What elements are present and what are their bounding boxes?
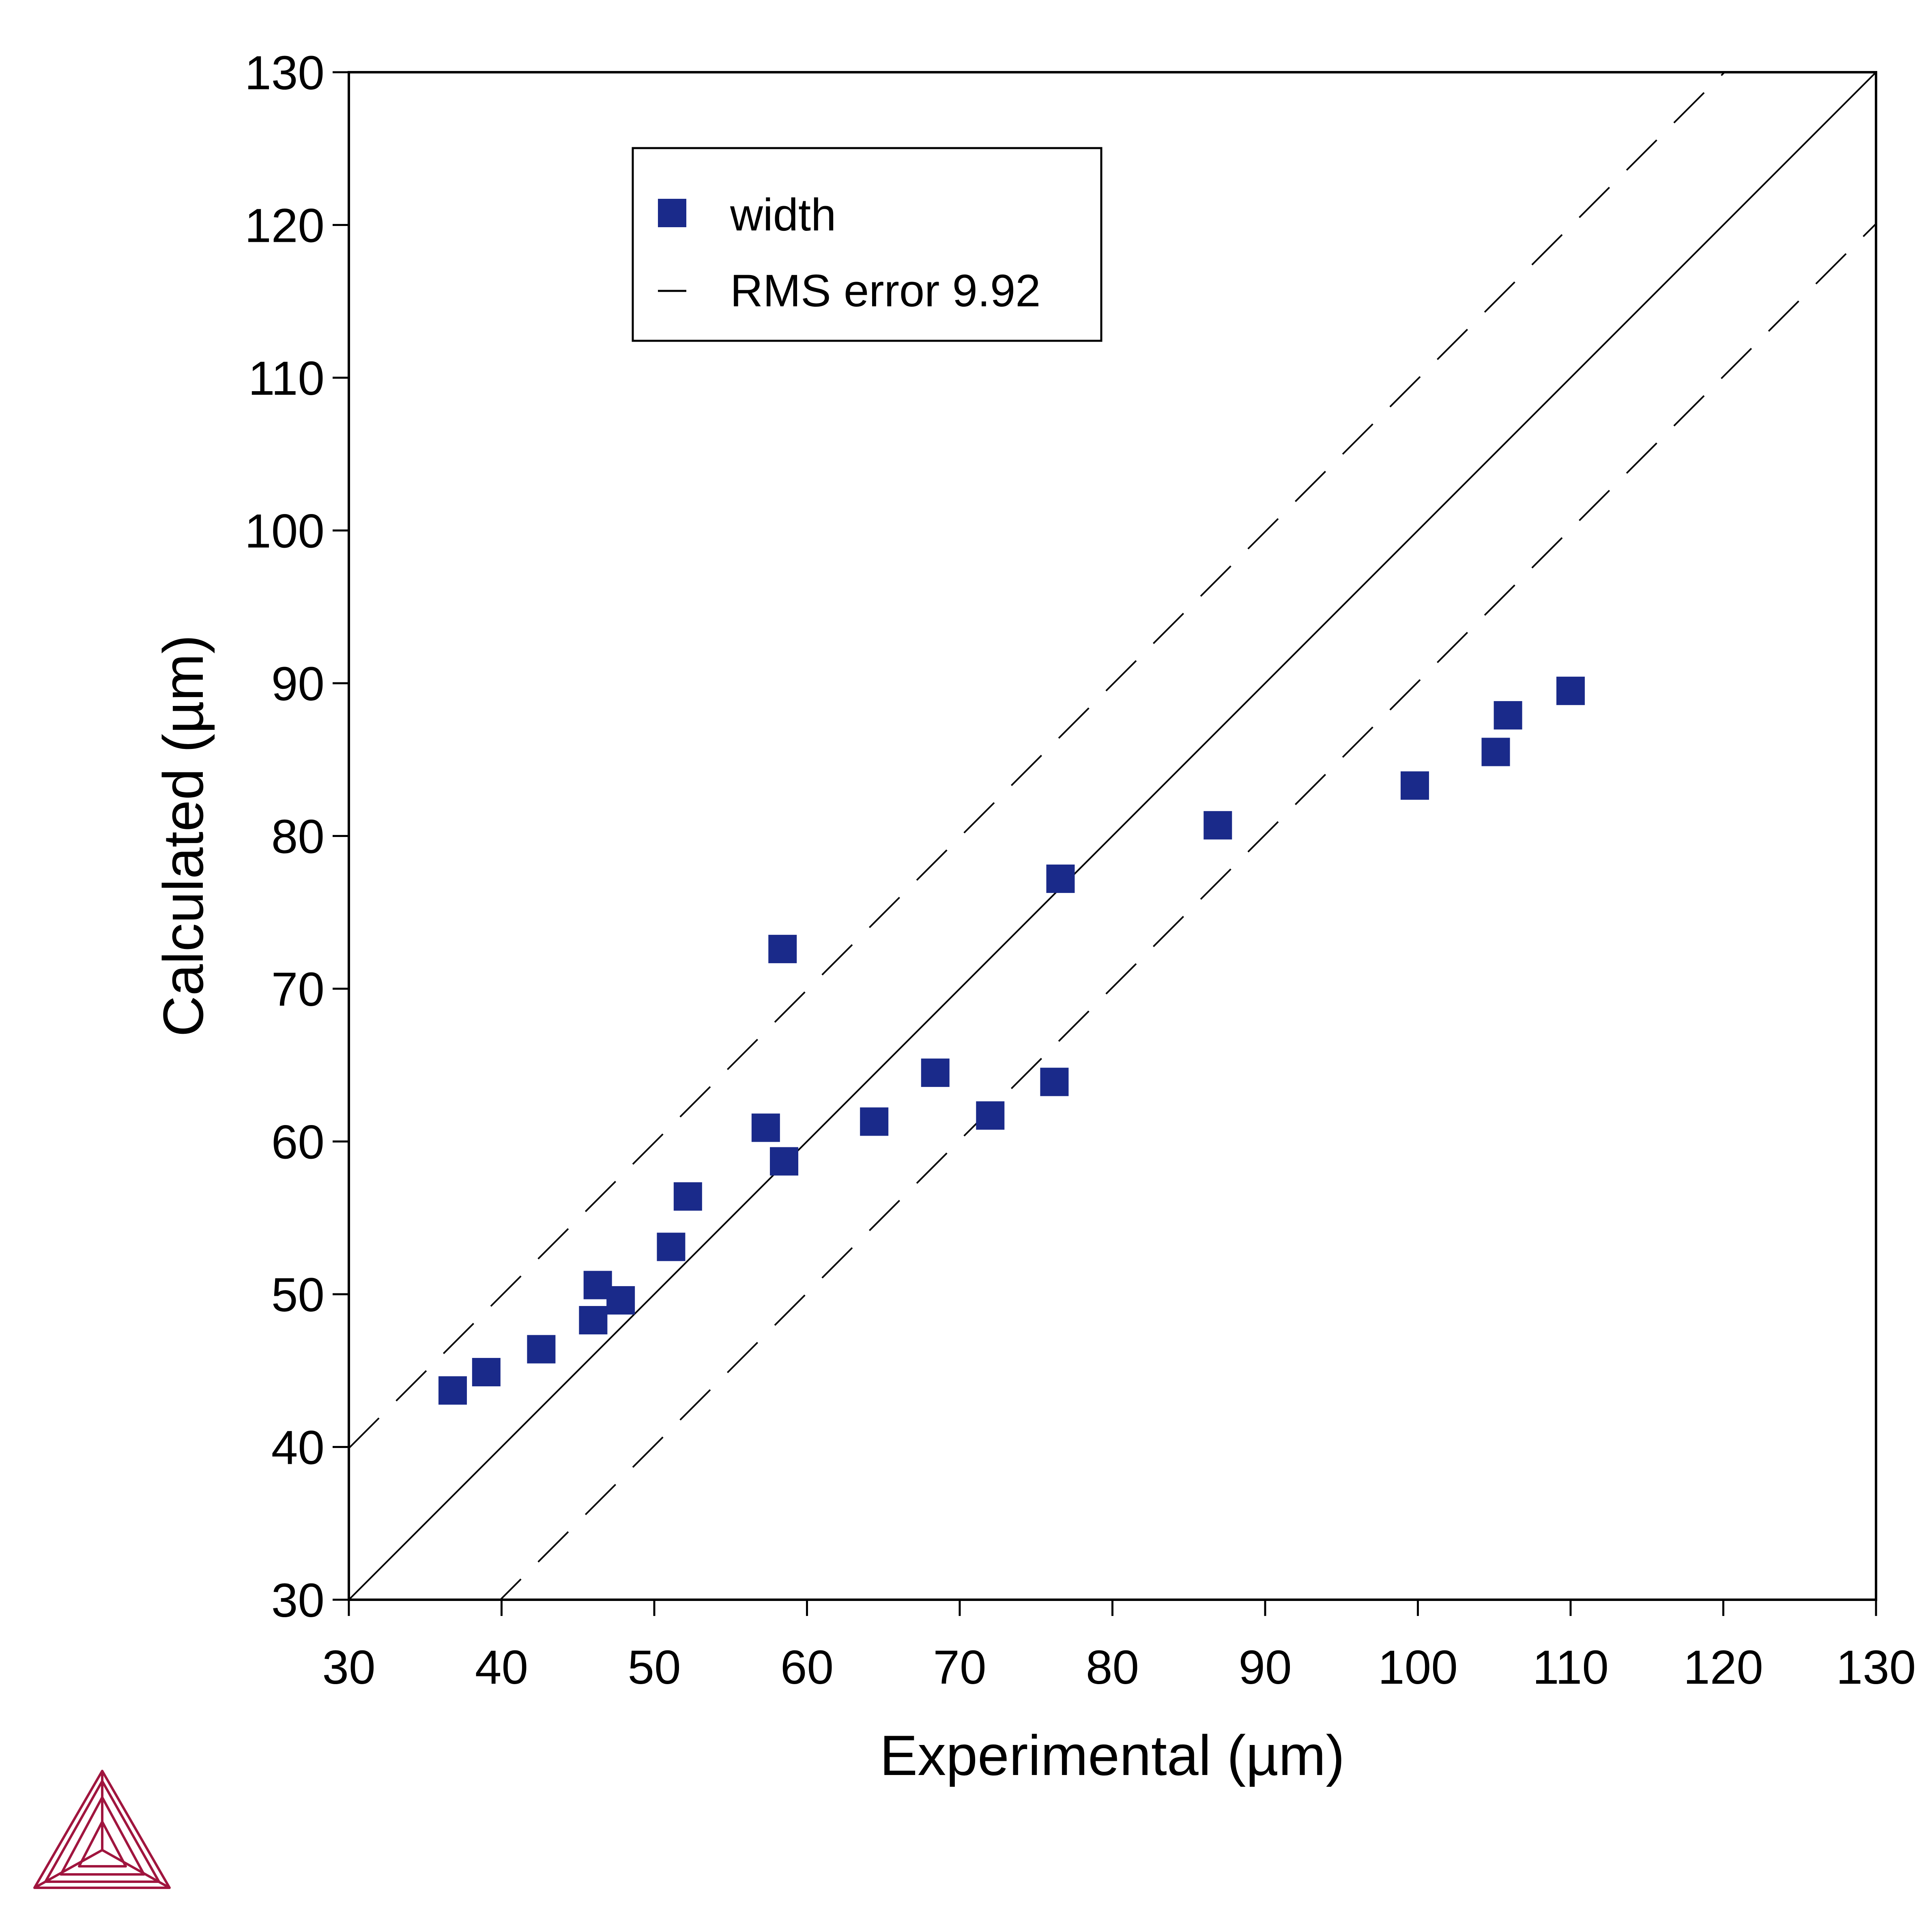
data-point: [472, 1358, 501, 1387]
legend-width-marker: [658, 199, 686, 227]
y-tick-label: 40: [271, 1421, 325, 1475]
data-point: [976, 1101, 1005, 1130]
data-point: [770, 1147, 799, 1176]
y-tick-label: 80: [271, 810, 325, 864]
x-tick-label: 30: [322, 1641, 375, 1694]
rms-upper-line: [349, 72, 1726, 1449]
data-point: [860, 1107, 889, 1136]
data-point: [1046, 864, 1075, 893]
reference-lines: [349, 72, 1876, 1600]
data-point: [438, 1376, 467, 1405]
data-points: [438, 676, 1585, 1405]
y-tick-label: 120: [245, 199, 325, 253]
data-point: [751, 1113, 780, 1142]
data-point: [657, 1233, 686, 1261]
x-tick-label: 120: [1683, 1641, 1763, 1694]
x-tick-label: 130: [1836, 1641, 1916, 1694]
data-point: [673, 1182, 702, 1211]
data-point: [768, 935, 797, 964]
y-tick-label: 130: [245, 46, 325, 100]
legend: width RMS error 9.92: [632, 147, 1102, 342]
thermo-calc-logo: [33, 1770, 171, 1889]
x-tick-label: 100: [1378, 1641, 1458, 1694]
x-tick-label: 60: [780, 1641, 834, 1694]
x-tick-label: 70: [933, 1641, 986, 1694]
data-point: [1040, 1067, 1069, 1096]
data-point: [527, 1335, 556, 1364]
y-tick-label: 100: [245, 505, 325, 558]
data-point: [579, 1306, 608, 1335]
identity-line: [349, 72, 1876, 1600]
y-tick-label: 70: [271, 963, 325, 1016]
legend-rms-label: RMS error 9.92: [730, 265, 1041, 316]
data-point: [921, 1059, 950, 1087]
x-axis-ticks: 30 40 50 60 70 80 90 100 110 120 130: [322, 1600, 1916, 1694]
y-tick-label: 60: [271, 1116, 325, 1169]
y-tick-label: 30: [271, 1574, 325, 1627]
x-tick-label: 40: [475, 1641, 528, 1694]
x-tick-label: 90: [1238, 1641, 1292, 1694]
y-tick-label: 110: [248, 352, 325, 405]
data-point: [1203, 811, 1232, 840]
x-tick-label: 50: [628, 1641, 681, 1694]
data-point: [1494, 701, 1522, 730]
legend-width-label: width: [730, 189, 836, 240]
x-tick-label: 80: [1086, 1641, 1139, 1694]
y-axis-ticks: 30 40 50 60 70 80 90 100 110 120 130: [245, 46, 349, 1627]
data-point: [1481, 738, 1510, 766]
x-tick-label: 110: [1532, 1641, 1609, 1694]
rms-lower-line: [499, 223, 1876, 1600]
y-tick-label: 90: [271, 657, 325, 711]
data-point: [1556, 676, 1585, 705]
data-point: [1400, 771, 1429, 800]
y-axis-label: Calculated (µm): [151, 635, 215, 1037]
legend-box: [632, 147, 1102, 342]
y-tick-label: 50: [271, 1268, 325, 1322]
x-axis-label: Experimental (µm): [880, 1723, 1345, 1787]
data-point: [606, 1286, 635, 1315]
